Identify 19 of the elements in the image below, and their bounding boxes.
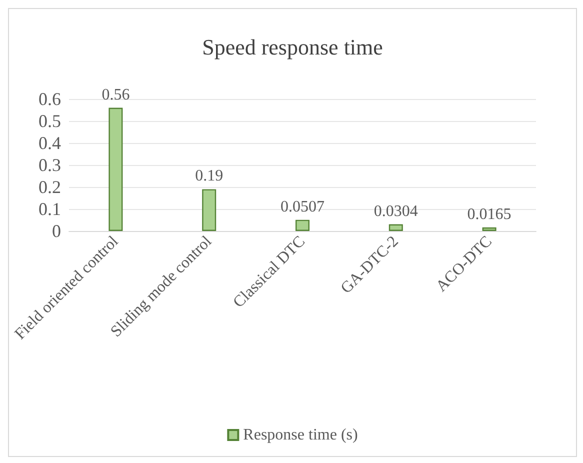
- y-tick-label: 0: [52, 221, 61, 241]
- bar: [202, 189, 216, 231]
- data-label: 0.0507: [280, 198, 324, 216]
- legend-label: Response time (s): [243, 426, 358, 444]
- data-label: 0.56: [102, 86, 130, 104]
- data-label: 0.0165: [467, 206, 512, 223]
- bar: [296, 220, 310, 231]
- data-label: 0.0304: [374, 202, 418, 220]
- y-tick-label: 0.2: [38, 177, 61, 197]
- bar: [482, 227, 496, 231]
- bar: [388, 224, 403, 231]
- y-tick-label: 0.6: [38, 89, 61, 109]
- y-tick-label: 0.3: [38, 155, 61, 175]
- data-label: 0.19: [195, 168, 224, 185]
- bar: [108, 108, 123, 231]
- y-tick-label: 0.1: [38, 199, 61, 219]
- chart-title: Speed response time: [202, 34, 383, 60]
- y-tick-label: 0.5: [38, 111, 61, 131]
- y-tick-label: 0.4: [38, 133, 61, 153]
